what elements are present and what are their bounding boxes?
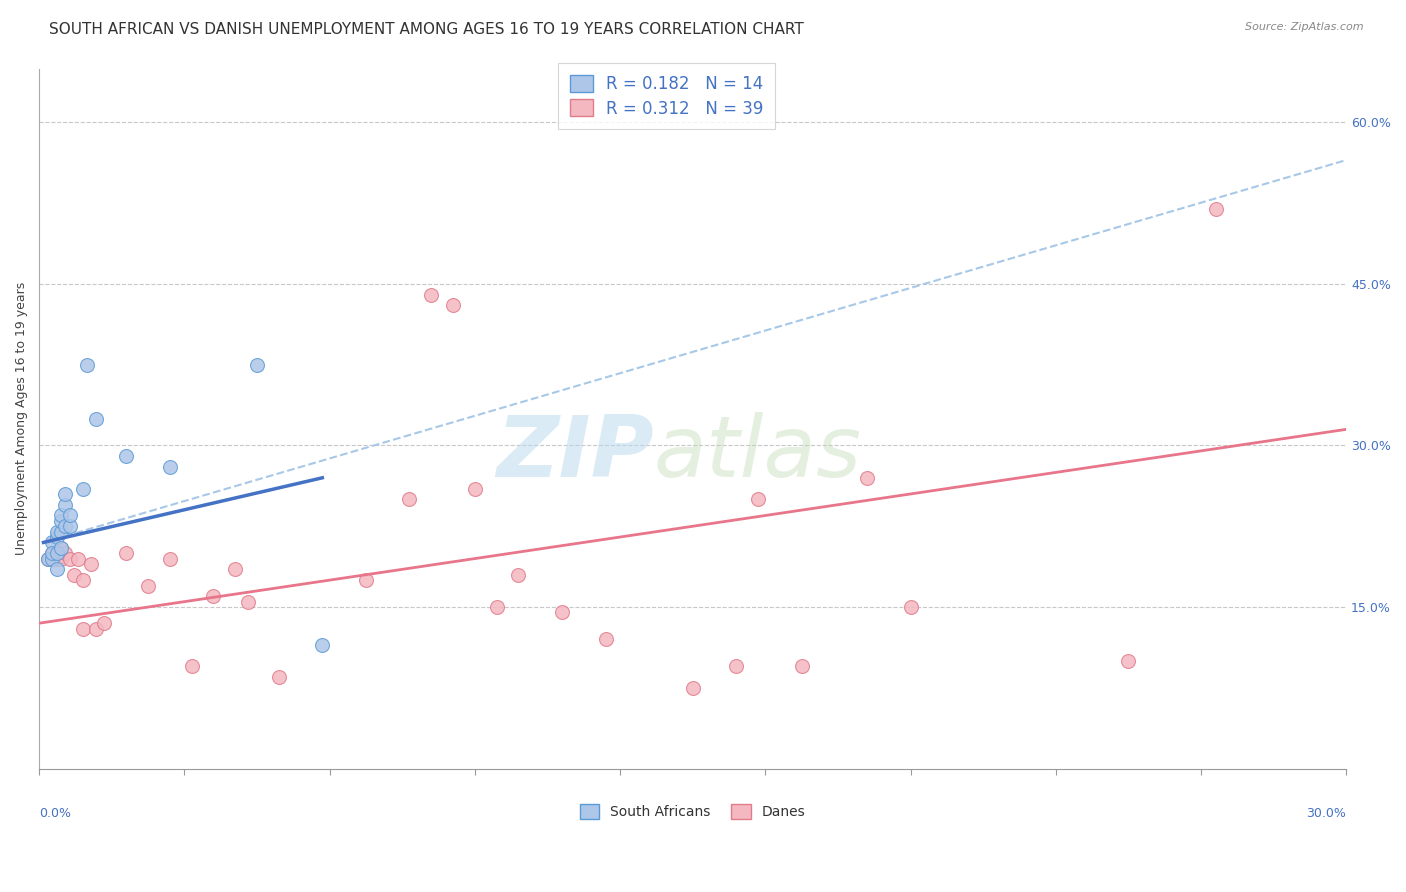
Text: 0.0%: 0.0%: [39, 807, 72, 820]
Point: [67, 551, 90, 566]
Point: [72, 573, 94, 587]
Text: atlas: atlas: [654, 412, 862, 495]
Text: ZIP: ZIP: [496, 412, 654, 495]
Point: [76, 358, 98, 372]
Point: [53, 487, 76, 501]
Point: [41, 535, 63, 549]
Point: [84, 411, 107, 425]
Point: [398, 492, 420, 507]
Point: [900, 600, 922, 615]
Point: [595, 632, 617, 647]
Point: [49, 541, 72, 555]
Point: [41, 546, 63, 560]
Y-axis label: Unemployment Among Ages 16 to 19 years: Unemployment Among Ages 16 to 19 years: [15, 282, 28, 555]
Point: [508, 567, 530, 582]
Point: [159, 460, 181, 475]
Point: [45, 546, 67, 560]
Point: [115, 450, 138, 464]
Point: [93, 616, 115, 631]
Point: [246, 358, 269, 372]
Point: [682, 681, 704, 695]
Point: [45, 530, 67, 544]
Point: [1118, 654, 1140, 668]
Point: [856, 471, 879, 485]
Point: [80, 557, 103, 571]
Point: [45, 524, 67, 539]
Point: [49, 524, 72, 539]
Point: [72, 482, 94, 496]
Point: [72, 622, 94, 636]
Point: [464, 482, 486, 496]
Point: [59, 508, 82, 523]
Point: [37, 551, 59, 566]
Point: [180, 659, 202, 673]
Point: [49, 508, 72, 523]
Point: [49, 541, 72, 555]
Point: [59, 551, 82, 566]
Point: [224, 562, 246, 576]
Point: [159, 551, 181, 566]
Point: [202, 589, 225, 603]
Point: [37, 551, 59, 566]
Point: [790, 659, 813, 673]
Point: [551, 606, 574, 620]
Point: [238, 595, 260, 609]
Point: [136, 578, 159, 592]
Point: [420, 287, 443, 301]
Point: [53, 498, 76, 512]
Point: [63, 567, 86, 582]
Point: [115, 546, 138, 560]
Point: [747, 492, 769, 507]
Point: [49, 551, 72, 566]
Point: [441, 298, 464, 312]
Point: [45, 562, 67, 576]
Point: [45, 551, 67, 566]
Point: [59, 519, 82, 533]
Point: [53, 546, 76, 560]
Point: [41, 551, 63, 566]
Point: [725, 659, 748, 673]
Point: [1205, 202, 1227, 216]
Point: [84, 622, 107, 636]
Point: [53, 519, 76, 533]
Text: 30.0%: 30.0%: [1306, 807, 1347, 820]
Point: [354, 573, 377, 587]
Text: Source: ZipAtlas.com: Source: ZipAtlas.com: [1246, 22, 1364, 32]
Point: [41, 546, 63, 560]
Point: [311, 638, 333, 652]
Legend: South Africans, Danes: South Africans, Danes: [574, 798, 811, 825]
Point: [485, 600, 508, 615]
Point: [49, 514, 72, 528]
Point: [267, 670, 290, 684]
Text: SOUTH AFRICAN VS DANISH UNEMPLOYMENT AMONG AGES 16 TO 19 YEARS CORRELATION CHART: SOUTH AFRICAN VS DANISH UNEMPLOYMENT AMO…: [49, 22, 804, 37]
